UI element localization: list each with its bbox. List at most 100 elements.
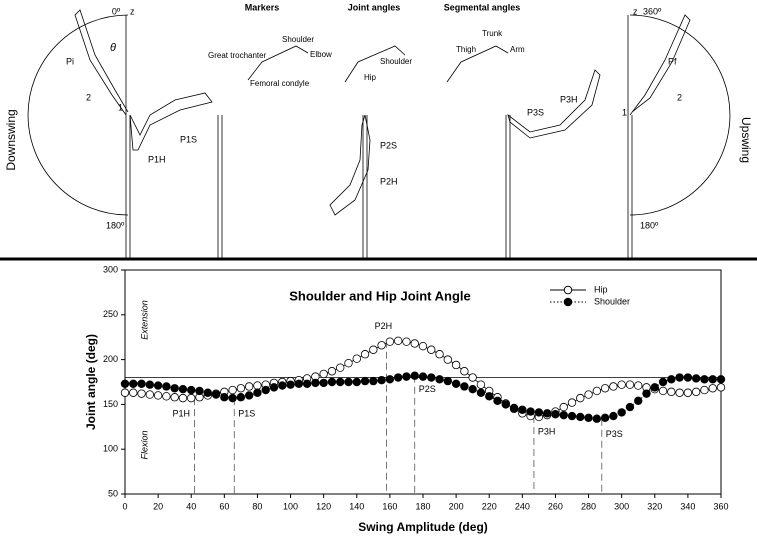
data-point — [625, 380, 635, 389]
data-point — [634, 396, 643, 406]
data-point — [170, 384, 179, 393]
data-point — [352, 377, 361, 387]
diagram-label: 1 — [118, 102, 123, 112]
diagram-label: Great trochanter — [208, 51, 267, 60]
data-point — [120, 388, 130, 397]
x-tick-label: 0 — [122, 501, 127, 511]
diagram-label: P2S — [380, 140, 397, 150]
annotation-label: P3H — [538, 426, 556, 436]
data-point — [211, 390, 221, 399]
data-point — [567, 398, 577, 407]
data-point — [476, 380, 486, 389]
data-point — [716, 383, 726, 392]
data-point — [443, 376, 453, 386]
data-point — [609, 411, 618, 421]
data-point — [220, 393, 229, 402]
data-point — [625, 402, 635, 412]
data-point — [650, 383, 659, 392]
annotation-label: P1H — [173, 409, 191, 419]
data-point — [708, 375, 717, 384]
legend-marker — [563, 297, 573, 307]
x-tick-label: 220 — [482, 501, 497, 511]
downswing-arc — [27, 14, 129, 216]
data-point — [691, 374, 701, 383]
diagram-label: Joint angles — [348, 2, 401, 12]
data-point — [468, 384, 477, 394]
data-point — [286, 380, 295, 389]
chart-title: Shoulder and Hip Joint Angle — [289, 288, 471, 303]
data-point — [360, 350, 370, 359]
y-tick-label: 50 — [108, 488, 118, 498]
x-tick-label: 260 — [548, 501, 563, 511]
x-tick-label: 240 — [515, 501, 530, 511]
data-point — [236, 393, 246, 402]
data-point — [228, 385, 237, 395]
data-point — [675, 373, 684, 382]
diagram-label: 2 — [86, 92, 91, 102]
data-point — [526, 407, 535, 416]
data-point — [518, 405, 527, 414]
data-point — [642, 389, 651, 398]
diagram-label: Shoulder — [282, 35, 314, 44]
diagram-label: θ — [110, 42, 116, 54]
data-point — [567, 411, 577, 421]
data-point — [617, 380, 626, 389]
legend-label: Shoulder — [594, 296, 630, 306]
data-point — [336, 377, 345, 387]
region-label: Extension — [139, 300, 149, 340]
data-point — [311, 378, 320, 388]
data-point — [418, 372, 428, 381]
data-point — [170, 393, 179, 402]
x-tick-label: 280 — [581, 501, 596, 511]
data-point — [402, 337, 411, 346]
data-point — [509, 403, 519, 413]
data-point — [393, 373, 403, 382]
x-tick-label: 80 — [252, 501, 262, 511]
diagram-label: P1S — [180, 134, 197, 144]
data-point — [700, 385, 709, 395]
data-point — [253, 388, 262, 397]
region-label: Flexion — [139, 430, 149, 459]
data-point — [410, 339, 419, 348]
data-point — [153, 381, 163, 390]
data-point — [344, 377, 353, 387]
data-point — [551, 410, 560, 419]
data-point — [302, 379, 312, 388]
data-point — [294, 379, 304, 388]
y-axis-label: Joint angle (deg) — [84, 334, 98, 430]
data-point — [592, 414, 602, 423]
data-point — [352, 354, 361, 363]
data-point — [418, 341, 428, 351]
data-point — [327, 377, 337, 387]
x-tick-label: 60 — [219, 501, 229, 511]
data-point — [253, 381, 262, 390]
annotation-label: P3S — [606, 429, 623, 439]
gymnast — [629, 14, 691, 116]
upswing-arc — [629, 14, 731, 216]
x-tick-label: 100 — [283, 501, 298, 511]
data-point — [683, 388, 693, 397]
diagram-label: 360º — [643, 6, 662, 16]
diagram-label: Pi — [66, 56, 74, 66]
x-tick-label: 360 — [713, 501, 728, 511]
x-tick-label: 300 — [614, 501, 629, 511]
data-point — [236, 384, 246, 393]
data-point — [667, 387, 676, 397]
data-point — [278, 381, 287, 390]
data-point — [410, 371, 419, 380]
y-tick-label: 250 — [103, 309, 118, 319]
x-tick-label: 20 — [153, 501, 163, 511]
diagram: Downswing Upswing 0º z Pi θ 2 1 180º P1H… — [0, 2, 757, 261]
y-tick-label: 200 — [103, 354, 118, 364]
data-point — [683, 373, 693, 382]
diagram-label: P3S — [527, 107, 544, 117]
diagram-label: P1H — [148, 154, 166, 164]
diagram-label: z — [130, 6, 135, 16]
data-point — [468, 373, 477, 382]
data-point — [559, 402, 568, 412]
data-point — [319, 378, 328, 388]
data-point — [700, 375, 709, 384]
data-point — [485, 392, 494, 401]
data-point — [600, 413, 610, 423]
marker-diagram — [247, 45, 309, 81]
